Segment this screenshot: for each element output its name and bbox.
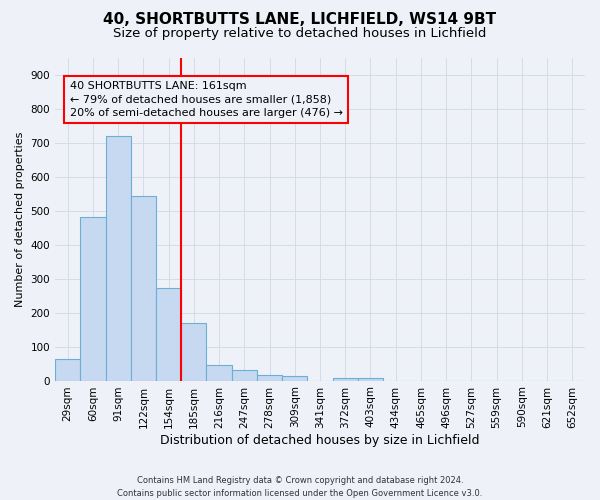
Bar [80, 217, 106, 380]
Bar [55, 360, 80, 380]
Bar [181, 323, 206, 380]
Text: Size of property relative to detached houses in Lichfield: Size of property relative to detached ho… [113, 28, 487, 40]
X-axis label: Distribution of detached houses by size in Lichfield: Distribution of detached houses by size … [160, 434, 480, 448]
Text: Contains HM Land Registry data © Crown copyright and database right 2024.
Contai: Contains HM Land Registry data © Crown c… [118, 476, 482, 498]
Bar [332, 378, 358, 380]
Bar [206, 364, 232, 380]
Bar [257, 375, 282, 380]
Bar [106, 136, 131, 380]
Bar [131, 196, 156, 380]
Bar [358, 378, 383, 380]
Bar [156, 288, 181, 380]
Text: 40, SHORTBUTTS LANE, LICHFIELD, WS14 9BT: 40, SHORTBUTTS LANE, LICHFIELD, WS14 9BT [103, 12, 497, 28]
Y-axis label: Number of detached properties: Number of detached properties [15, 132, 25, 306]
Bar [232, 370, 257, 380]
Bar [282, 376, 307, 380]
Text: 40 SHORTBUTTS LANE: 161sqm
← 79% of detached houses are smaller (1,858)
20% of s: 40 SHORTBUTTS LANE: 161sqm ← 79% of deta… [70, 82, 343, 118]
